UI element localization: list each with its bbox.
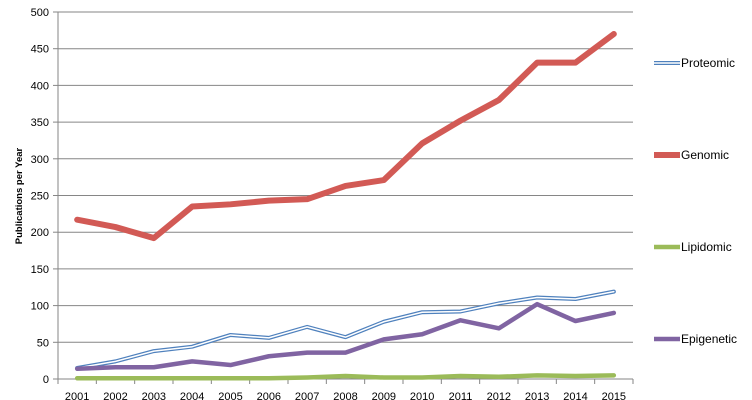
x-tick-label: 2009 — [372, 391, 396, 400]
x-tick-label: 2003 — [142, 391, 166, 400]
series-line-epigenetic — [74, 301, 617, 371]
x-tick-label: 2002 — [103, 391, 127, 400]
legend-item-proteomic: Proteomic — [654, 56, 735, 70]
x-tick-label: 2015 — [602, 391, 626, 400]
x-axis-ticks: 2001 2002 2003 2004 2005 2006 2007 2008 2009 2010… — [57, 379, 634, 400]
y-axis-ticks: 0 50 100 150 200 250 300 350 400 450 500 — [31, 7, 59, 386]
y-axis-label: Publications per Year — [14, 147, 25, 244]
series-lines — [74, 31, 617, 381]
x-tick-label: 2012 — [487, 391, 511, 400]
legend-label: Genomic — [681, 148, 729, 162]
x-tick-label: 2010 — [410, 391, 434, 400]
x-tick-label: 2006 — [257, 391, 281, 400]
series-line-proteomic — [75, 289, 616, 370]
legend-label: Proteomic — [681, 56, 735, 70]
legend: Proteomic Genomic Lipidomic Epigenetic — [654, 56, 737, 346]
x-tick-label: 2005 — [218, 391, 242, 400]
x-tick-label: 2008 — [333, 391, 357, 400]
legend-item-epigenetic: Epigenetic — [654, 332, 737, 346]
series-line-lipidomic — [74, 373, 617, 381]
legend-label: Epigenetic — [681, 332, 737, 346]
y-tick-label: 50 — [37, 337, 49, 349]
legend-item-genomic: Genomic — [654, 148, 729, 162]
series-line-proteomic-inner — [76, 290, 615, 369]
x-tick-label: 2004 — [180, 391, 204, 400]
y-tick-label: 200 — [31, 227, 49, 239]
y-tick-label: 150 — [31, 264, 49, 276]
legend-item-lipidomic: Lipidomic — [654, 240, 732, 254]
y-tick-label: 0 — [43, 374, 49, 386]
grid-lines — [58, 11, 633, 343]
x-tick-label: 2011 — [449, 391, 473, 400]
y-tick-label: 300 — [31, 154, 49, 166]
y-tick-label: 100 — [31, 301, 49, 313]
x-tick-label: 2014 — [563, 391, 587, 400]
x-tick-label: 2007 — [295, 391, 319, 400]
y-tick-label: 500 — [31, 7, 49, 19]
x-tick-label: 2013 — [525, 391, 549, 400]
y-tick-label: 250 — [31, 191, 49, 203]
series-line-genomic — [74, 31, 617, 242]
y-tick-label: 400 — [31, 80, 49, 92]
y-tick-label: 450 — [31, 44, 49, 56]
y-tick-label: 350 — [31, 117, 49, 129]
legend-label: Lipidomic — [681, 240, 732, 254]
x-tick-label: 2001 — [65, 391, 89, 400]
